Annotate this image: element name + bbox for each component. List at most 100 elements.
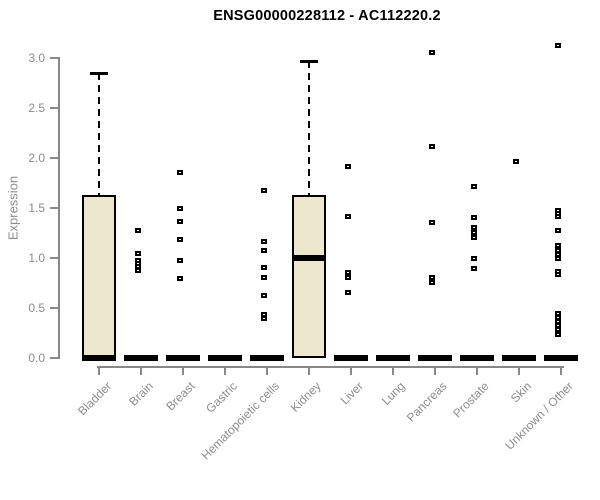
x-axis-label: Breast: [163, 379, 198, 414]
y-tick: [50, 357, 58, 359]
x-tick: [182, 366, 184, 375]
outlier-point: [177, 205, 183, 211]
whisker-line: [308, 61, 310, 195]
outlier-point: [345, 163, 351, 169]
outlier-point: [555, 227, 561, 233]
outlier-point: [345, 213, 351, 219]
outlier-point: [345, 274, 351, 280]
x-tick: [350, 366, 352, 375]
median-line: [166, 355, 200, 361]
x-axis-label: Brain: [126, 379, 156, 409]
outlier-point: [261, 264, 267, 270]
box: [292, 195, 326, 358]
y-tick-label: 2.5: [28, 101, 45, 115]
outlier-point: [345, 289, 351, 295]
outlier-point: [261, 274, 267, 280]
outlier-point: [261, 187, 267, 193]
outlier-point: [177, 275, 183, 281]
x-axis-line: [97, 366, 564, 368]
y-tick: [50, 57, 58, 59]
median-line: [418, 355, 452, 361]
outlier-point: [429, 274, 435, 280]
outlier-point: [471, 255, 477, 261]
y-tick: [50, 257, 58, 259]
chart-title: ENSG00000228112 - AC112220.2: [213, 8, 441, 24]
outlier-point: [429, 143, 435, 149]
outlier-point: [471, 234, 477, 240]
outlier-point: [177, 218, 183, 224]
median-line: [544, 355, 578, 361]
x-tick: [266, 366, 268, 375]
y-tick: [50, 107, 58, 109]
median-line: [334, 355, 368, 361]
median-line: [82, 355, 116, 361]
x-axis-label: Gastric: [203, 379, 240, 416]
x-axis-label: Prostate: [450, 379, 492, 421]
y-tick: [50, 157, 58, 159]
x-tick: [518, 366, 520, 375]
outlier-point: [177, 236, 183, 242]
x-axis-label: Kidney: [288, 379, 324, 415]
median-line: [460, 355, 494, 361]
x-axis-label: Bladder: [74, 379, 114, 419]
median-line: [124, 355, 158, 361]
x-tick: [98, 366, 100, 375]
outlier-point: [513, 158, 519, 164]
y-axis-line: [58, 57, 60, 359]
box: [82, 195, 116, 358]
outlier-point: [261, 247, 267, 253]
outlier-point: [177, 169, 183, 175]
outlier-point: [261, 238, 267, 244]
median-line: [376, 355, 410, 361]
x-axis-label: Pancreas: [404, 379, 450, 425]
outlier-point: [471, 214, 477, 220]
median-line: [292, 255, 326, 261]
outlier-point: [429, 279, 435, 285]
median-line: [250, 355, 284, 361]
y-tick: [50, 207, 58, 209]
y-tick-label: 0.5: [28, 301, 45, 315]
outlier-point: [135, 267, 141, 273]
x-tick: [476, 366, 478, 375]
x-axis-label: Hematopoietic cells: [198, 379, 282, 463]
whisker-line: [98, 73, 100, 195]
median-line: [502, 355, 536, 361]
x-axis-label: Liver: [337, 379, 366, 408]
y-tick-label: 2.0: [28, 151, 45, 165]
outlier-point: [261, 315, 267, 321]
outlier-point: [555, 326, 561, 332]
x-tick: [560, 366, 562, 375]
outlier-point: [471, 229, 477, 235]
y-tick-label: 0.0: [28, 351, 45, 365]
x-tick: [434, 366, 436, 375]
outlier-point: [135, 250, 141, 256]
outlier-point: [555, 42, 561, 48]
x-tick: [308, 366, 310, 375]
y-tick-label: 1.5: [28, 201, 45, 215]
x-axis-label: Lung: [379, 379, 408, 408]
outlier-point: [555, 331, 561, 337]
median-line: [208, 355, 242, 361]
y-tick: [50, 307, 58, 309]
outlier-point: [261, 292, 267, 298]
outlier-point: [177, 257, 183, 263]
outlier-point: [555, 271, 561, 277]
outlier-point: [429, 219, 435, 225]
outlier-point: [555, 213, 561, 219]
y-tick-label: 3.0: [28, 51, 45, 65]
outlier-point: [345, 269, 351, 275]
x-axis-label: Skin: [507, 379, 534, 406]
outlier-point: [555, 242, 561, 248]
outlier-point: [135, 227, 141, 233]
outlier-point: [429, 49, 435, 55]
x-tick: [224, 366, 226, 375]
outlier-point: [555, 255, 561, 261]
x-tick: [392, 366, 394, 375]
whisker-cap: [300, 59, 318, 63]
x-tick: [140, 366, 142, 375]
outlier-point: [471, 224, 477, 230]
y-tick-label: 1.0: [28, 251, 45, 265]
whisker-cap: [90, 71, 108, 75]
